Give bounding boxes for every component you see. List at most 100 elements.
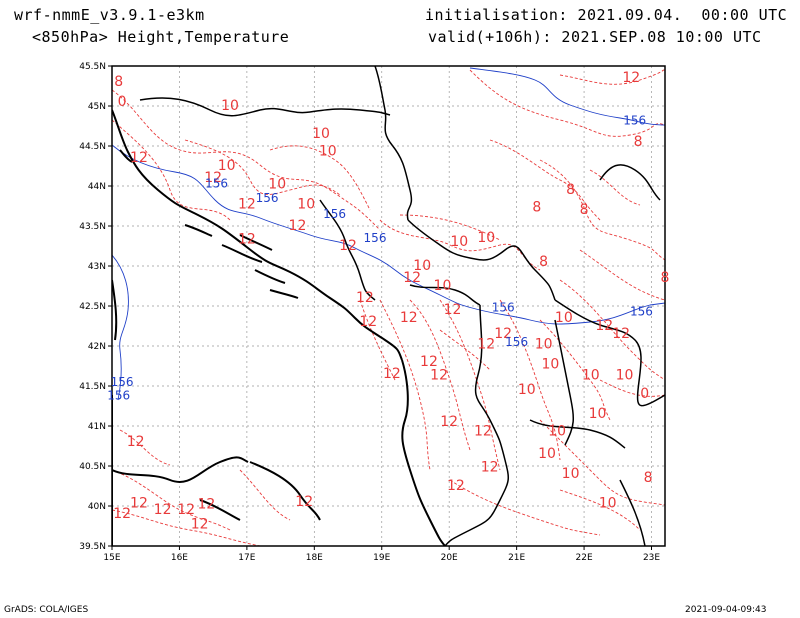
temperature-contour-label: 12	[198, 496, 216, 512]
temperature-contour-label: 10	[450, 234, 468, 250]
temperature-contour-label: 10	[599, 496, 617, 512]
temperature-contour-label: 10	[538, 446, 556, 462]
temperature-contour-label: 8	[580, 202, 589, 218]
temperature-contour-label: 12	[400, 310, 418, 326]
height-contour-label: 156	[492, 301, 515, 315]
temperature-contour-label: 10	[616, 368, 634, 384]
temperature-contour-label: 12	[430, 368, 448, 384]
lon-tick-label: 16E	[171, 553, 188, 563]
lon-tick-label: 21E	[508, 553, 525, 563]
init-time: initialisation: 2021.09.04. 00:00 UTC	[425, 6, 788, 24]
axis-ticks: 15E 16E 17E 18E 19E 20E 21E 22E 23E 45.5N 45N 44.5N…	[79, 62, 660, 563]
footer-credit: GrADS: COLA/IGES	[4, 605, 89, 615]
temperature-contour-label: 10	[268, 176, 286, 192]
lat-tick-label: 45N	[88, 102, 106, 112]
footer-timestamp: 2021-09-04-09:43	[685, 605, 767, 615]
temperature-contour-label: 10	[535, 336, 553, 352]
lat-tick-label: 43.5N	[79, 222, 106, 232]
height-contour-label: 156	[111, 375, 134, 389]
level-title: <850hPa> Height,Temperature	[32, 28, 290, 46]
temperature-contour-label: 10	[477, 230, 495, 246]
lat-tick-label: 44N	[88, 182, 106, 192]
lat-tick-label: 41.5N	[79, 382, 106, 392]
temperature-contour-label: 12	[191, 516, 209, 532]
lat-tick-label: 42.5N	[79, 302, 106, 312]
temperature-contour-label: 10	[589, 406, 607, 422]
temperature-contour-label: 10	[218, 158, 236, 174]
temperature-contour-label: 12	[359, 314, 377, 330]
temperature-contour-label: 8	[539, 254, 548, 270]
temperature-contour-label: 12	[481, 460, 499, 476]
temperature-contour-label: 12	[474, 424, 492, 440]
temperature-contour-label: 12	[177, 502, 195, 518]
graticule	[112, 66, 665, 546]
temperature-contour-label: 8	[114, 74, 123, 90]
lat-tick-label: 39.5N	[79, 542, 106, 552]
height-contour-label: 156	[107, 389, 130, 403]
height-contour-label: 156	[205, 177, 228, 191]
temperature-contour-label: 10	[319, 144, 337, 160]
lat-tick-label: 40N	[88, 502, 106, 512]
temperature-contour-label: 10	[312, 126, 330, 142]
temperature-contour-label: 8	[566, 182, 575, 198]
temperature-contour-label: 10	[221, 98, 239, 114]
temperature-contour-label: 12	[440, 414, 458, 430]
temperature-contour-label: 12	[204, 170, 222, 186]
temperature-contour-label: 10	[548, 424, 566, 440]
temperature-contour-label: 12	[339, 238, 357, 254]
lon-tick-label: 17E	[238, 553, 255, 563]
temperature-contour-label: 12	[403, 270, 421, 286]
temperature-contour-label: 12	[420, 354, 438, 370]
lon-tick-label: 18E	[306, 553, 323, 563]
temperature-contour-label: 10	[518, 382, 536, 398]
temperature-contour-label: 12	[154, 502, 172, 518]
lat-tick-label: 41N	[88, 422, 106, 432]
temperature-contour-label: 12	[383, 366, 401, 382]
height-contour-label: 156	[256, 191, 279, 205]
lon-tick-label: 19E	[373, 553, 390, 563]
lon-tick-label: 15E	[103, 553, 120, 563]
temperature-contour-label: 8	[634, 134, 643, 150]
lat-tick-label: 40.5N	[79, 462, 106, 472]
lon-tick-label: 20E	[441, 553, 458, 563]
temperature-contour-label: 10	[434, 278, 452, 294]
temperature-contour-label: 12	[444, 302, 462, 318]
lat-tick-label: 44.5N	[79, 142, 106, 152]
lat-tick-label: 43N	[88, 262, 106, 272]
temperature-contour-label: 12	[477, 336, 495, 352]
temperature-contour-label: 12	[130, 150, 148, 166]
valid-time: valid(+106h): 2021.SEP.08 10:00 UTC	[428, 28, 762, 46]
temperature-contour-label: 10	[555, 310, 573, 326]
lon-tick-label: 23E	[643, 553, 660, 563]
temperature-contour-label: 12	[113, 506, 131, 522]
temperature-contour-label: 12	[238, 232, 256, 248]
temperature-contour-label: 12	[356, 290, 374, 306]
lat-tick-label: 45.5N	[79, 62, 106, 72]
temperature-contour-label: 8	[661, 270, 670, 286]
height-contour-label: 156	[630, 305, 653, 319]
height-contour-label: 156	[323, 207, 346, 221]
temperature-contour-label: 10	[413, 258, 431, 274]
temperature-contour-label: 12	[289, 218, 307, 234]
temperature-contour-label: 0	[640, 386, 649, 402]
temperature-contour-label: 8	[532, 200, 541, 216]
lat-tick-label: 42N	[88, 342, 106, 352]
temperature-contour-label: 12	[130, 496, 148, 512]
temperature-contour-label: 12	[612, 326, 630, 342]
temperature-contour-label: 0	[118, 94, 127, 110]
temperature-contour-label: 10	[582, 368, 600, 384]
temperature-contour-label: 12	[127, 434, 145, 450]
height-contour-label: 156	[505, 335, 528, 349]
lon-tick-label: 22E	[576, 553, 593, 563]
temperature-contour-label: 12	[447, 478, 465, 494]
height-contour-label: 156	[623, 113, 646, 127]
temperature-contour-label: 12	[494, 326, 512, 342]
temperature-contour-label: 10	[297, 196, 315, 212]
temperature-contour-label: 12	[595, 318, 613, 334]
model-title: wrf-nmmE_v3.9.1-e3km	[14, 6, 205, 24]
borders	[139, 66, 665, 546]
temperature-contour-label: 12	[295, 494, 313, 510]
height-contour-label: 156	[364, 231, 387, 245]
